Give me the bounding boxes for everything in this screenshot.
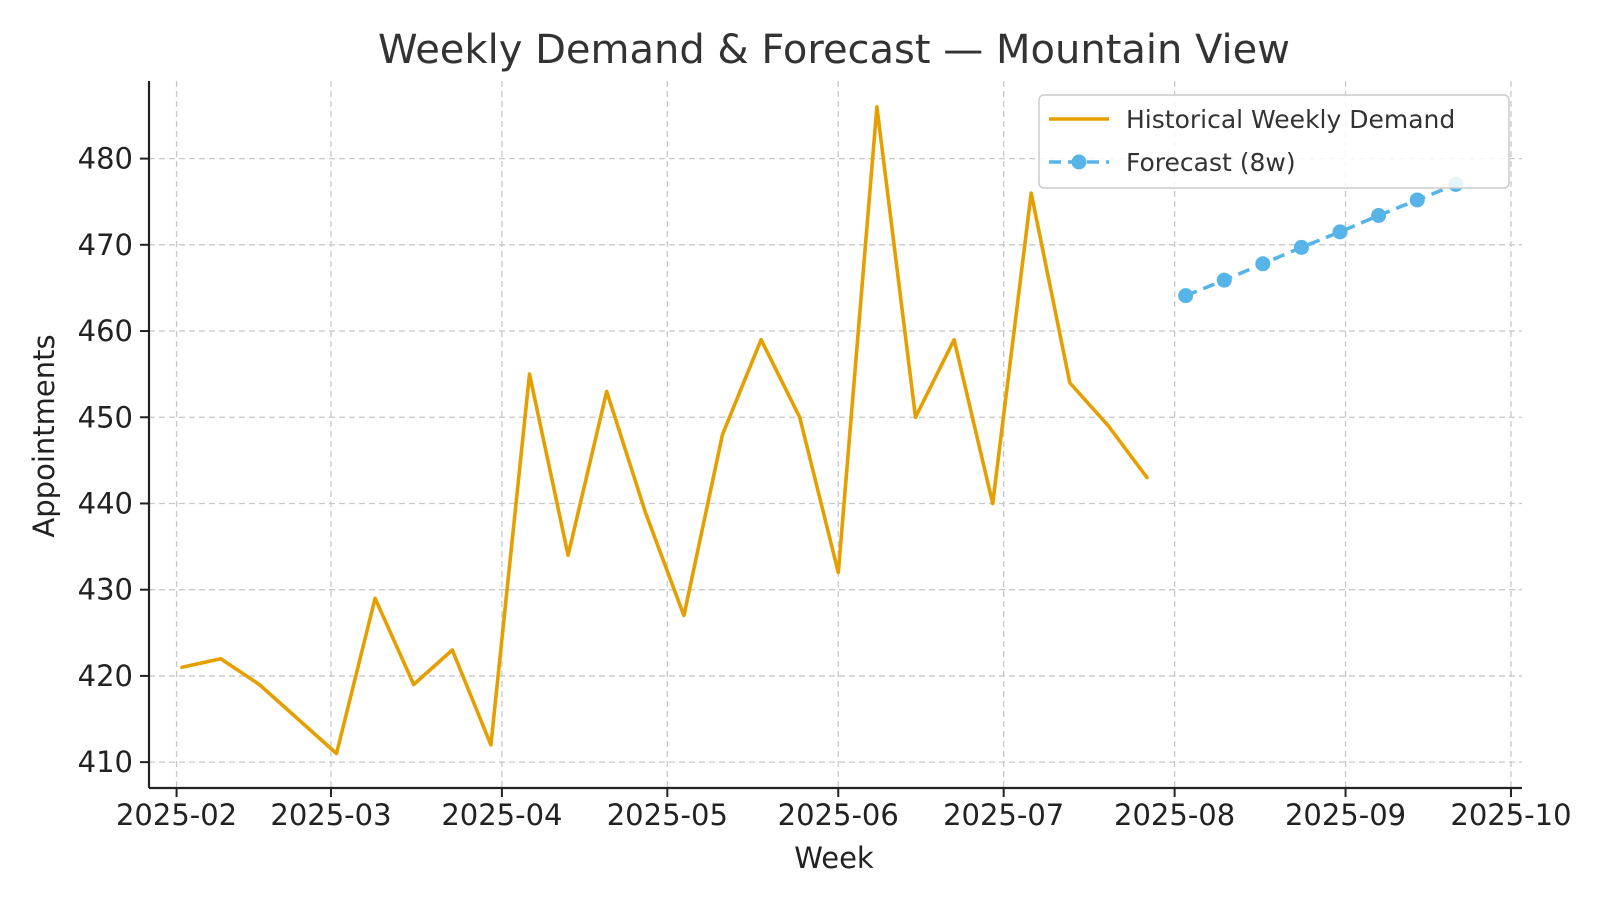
legend-box [1038, 94, 1510, 189]
x-tick-label: 2025-04 [441, 798, 562, 832]
x-tick-label: 2025-09 [1285, 798, 1406, 832]
y-tick-label: 470 [78, 228, 133, 262]
series-group [180, 105, 1464, 756]
x-tick-label: 2025-06 [778, 798, 899, 832]
series-1 [1178, 176, 1464, 304]
legend-label: Forecast (8w) [1126, 148, 1296, 177]
y-tick-label: 440 [78, 486, 133, 520]
y-tick-label: 480 [78, 142, 133, 176]
legend-marker [1071, 154, 1087, 170]
y-tick-label: 450 [78, 400, 133, 434]
series-0 [180, 105, 1149, 756]
legend-label: Historical Weekly Demand [1126, 105, 1455, 134]
data-point [1409, 192, 1425, 208]
x-axis-label: Week [794, 841, 874, 875]
data-point [1178, 288, 1194, 304]
series-line [180, 105, 1149, 756]
x-tick-label: 2025-10 [1450, 798, 1571, 832]
chart-title: Weekly Demand & Forecast — Mountain View [378, 27, 1290, 73]
x-tick-label: 2025-08 [1114, 798, 1235, 832]
axes: 2025-02 2025-03 2025-04 2025-05 2025-06 2025-… [78, 81, 1572, 832]
y-tick-label: 410 [78, 745, 133, 779]
data-point [1371, 208, 1387, 224]
y-tick-label: 430 [78, 573, 133, 607]
y-tick-label: 460 [78, 314, 133, 348]
legend-item: Historical Weekly Demand [1049, 105, 1455, 134]
legend-item: Forecast (8w) [1049, 148, 1296, 177]
data-point [1332, 224, 1348, 240]
legend: Historical Weekly Demand Forecast (8w) [1038, 94, 1510, 189]
data-point [1293, 239, 1309, 255]
x-tick-label: 2025-07 [943, 798, 1064, 832]
data-point [1255, 256, 1271, 272]
x-tick-label: 2025-03 [270, 798, 391, 832]
y-tick-label: 420 [78, 659, 133, 693]
y-axis-label: Appointments [27, 334, 61, 537]
x-tick-label: 2025-02 [116, 798, 237, 832]
data-point [1216, 272, 1232, 288]
x-tick-label: 2025-05 [607, 798, 728, 832]
